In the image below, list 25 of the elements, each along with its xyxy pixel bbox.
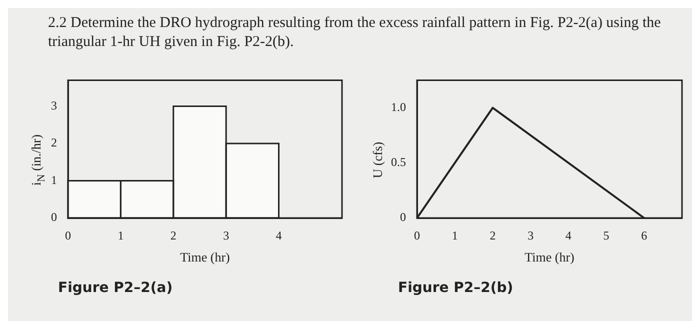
y-axis-title: U (cfs): [370, 142, 386, 178]
x-tick-label: 2: [490, 228, 496, 242]
x-axis-title: Time (hr): [524, 250, 574, 265]
x-tick-label: 5: [603, 228, 610, 242]
y-tick-label: 2: [51, 136, 57, 150]
y-tick-label: 0.5: [391, 155, 406, 170]
x-tick-label: 0: [414, 228, 420, 242]
x-tick-label: 1: [452, 228, 458, 242]
y-tick-label: 0: [400, 210, 406, 224]
y-tick-label: 1.0: [391, 100, 406, 114]
x-axis-title: Time (hr): [180, 250, 230, 265]
x-tick-label: 2: [170, 228, 176, 242]
caption: Figure P2–2(a): [58, 280, 174, 296]
x-tick-label: 1: [118, 228, 124, 242]
x-tick-label: 4: [565, 228, 572, 242]
y-tick-label: 3: [51, 98, 57, 112]
caption: Figure P2–2(b): [398, 280, 514, 296]
x-tick-label: 6: [641, 228, 648, 242]
x-tick-label: 4: [276, 228, 282, 242]
x-tick-label: 3: [223, 228, 230, 242]
x-tick-label: 3: [528, 228, 534, 242]
y-tick-label: 0: [51, 210, 57, 224]
x-tick-label: 0: [65, 228, 71, 242]
y-tick-label: 1: [51, 172, 57, 187]
chart-title: 2.2 Determine the DRO hydrograph resulting from the excess rainfall pattern in Fig. P2-2(a) using the triangular 1-hr UH given in Fig. P2-2(b).: [48, 14, 662, 52]
